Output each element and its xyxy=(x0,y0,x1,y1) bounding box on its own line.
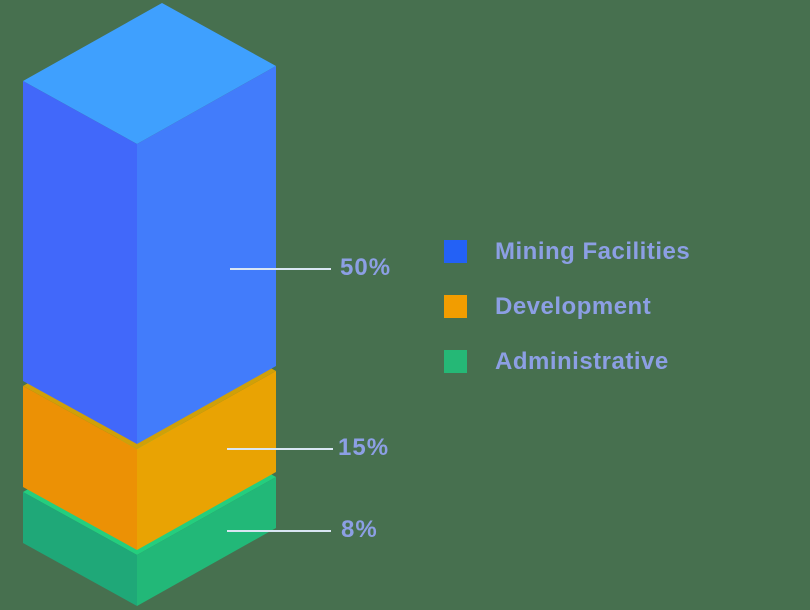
legend-item-administrative: Administrative xyxy=(444,348,690,375)
legend-label-mining-facilities: Mining Facilities xyxy=(495,238,691,265)
legend-swatch-development xyxy=(444,295,467,318)
segment-mining-facilities-right-face xyxy=(137,66,276,444)
legend-item-development: Development xyxy=(444,293,690,320)
segment-mining-facilities-left-face xyxy=(23,81,137,444)
segment-administrative-left-face xyxy=(23,492,137,606)
legend-label-development: Development xyxy=(495,293,652,320)
legend: Mining Facilities Development Administra… xyxy=(444,240,690,405)
segment-development-left-face xyxy=(23,386,137,550)
legend-label-administrative: Administrative xyxy=(495,348,669,375)
value-label-administrative: 8% xyxy=(341,516,378,543)
segment-mining-facilities-top-face xyxy=(23,3,276,144)
legend-item-mining-facilities: Mining Facilities xyxy=(444,238,691,265)
segment-development-right-face xyxy=(137,371,276,550)
value-label-development: 15% xyxy=(338,434,389,461)
legend-swatch-mining-facilities xyxy=(444,240,467,263)
legend-swatch-administrative xyxy=(444,350,467,373)
value-label-mining-facilities: 50% xyxy=(340,254,391,281)
segment-administrative-right-face xyxy=(137,477,276,606)
